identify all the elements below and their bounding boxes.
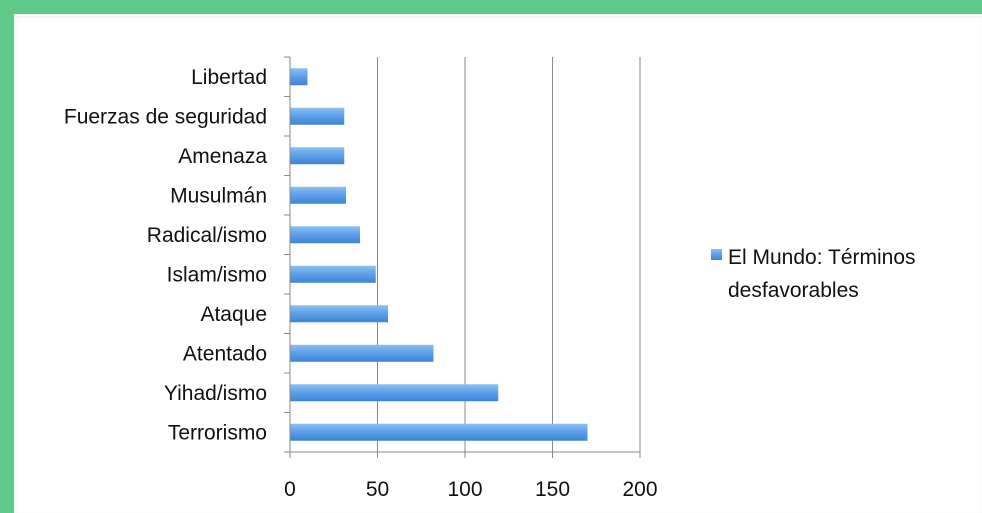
category-label: Libertad bbox=[191, 66, 267, 89]
x-tick-label: 50 bbox=[366, 478, 389, 501]
bar-1 bbox=[290, 423, 588, 441]
x-tick-label: 100 bbox=[447, 478, 482, 501]
bar-9 bbox=[290, 107, 345, 125]
bar-5 bbox=[290, 265, 376, 283]
category-label: Islam/ismo bbox=[167, 263, 267, 286]
legend-label-line-2: desfavorables bbox=[728, 279, 859, 302]
bar-8 bbox=[290, 147, 345, 165]
axis-labels: 0 50 100 150 200 Terrorismo Yihad/ismo Atentado… bbox=[64, 66, 658, 501]
bar-3 bbox=[290, 344, 434, 362]
bars bbox=[290, 68, 588, 441]
category-label: Yihad/ismo bbox=[164, 382, 267, 405]
legend-label-line-1: El Mundo: Términos bbox=[728, 246, 916, 269]
category-label: Amenaza bbox=[178, 145, 267, 168]
legend: El Mundo: Términos desfavorables bbox=[711, 246, 916, 302]
category-label: Fuerzas de seguridad bbox=[64, 105, 267, 128]
bar-7 bbox=[290, 186, 346, 204]
category-label: Radical/ismo bbox=[147, 224, 267, 247]
category-label: Atentado bbox=[183, 342, 267, 365]
bar-2 bbox=[290, 384, 499, 402]
category-label: Ataque bbox=[200, 303, 267, 326]
bar-10 bbox=[290, 68, 308, 86]
axes bbox=[284, 56, 641, 458]
legend-swatch bbox=[711, 249, 722, 260]
category-label: Terrorismo bbox=[168, 421, 267, 444]
category-label: Musulmán bbox=[170, 184, 267, 207]
x-tick-label: 150 bbox=[535, 478, 570, 501]
x-tick-label: 0 bbox=[284, 478, 296, 501]
x-tick-label: 200 bbox=[622, 478, 657, 501]
bar-6 bbox=[290, 226, 360, 244]
bar-4 bbox=[290, 305, 388, 323]
